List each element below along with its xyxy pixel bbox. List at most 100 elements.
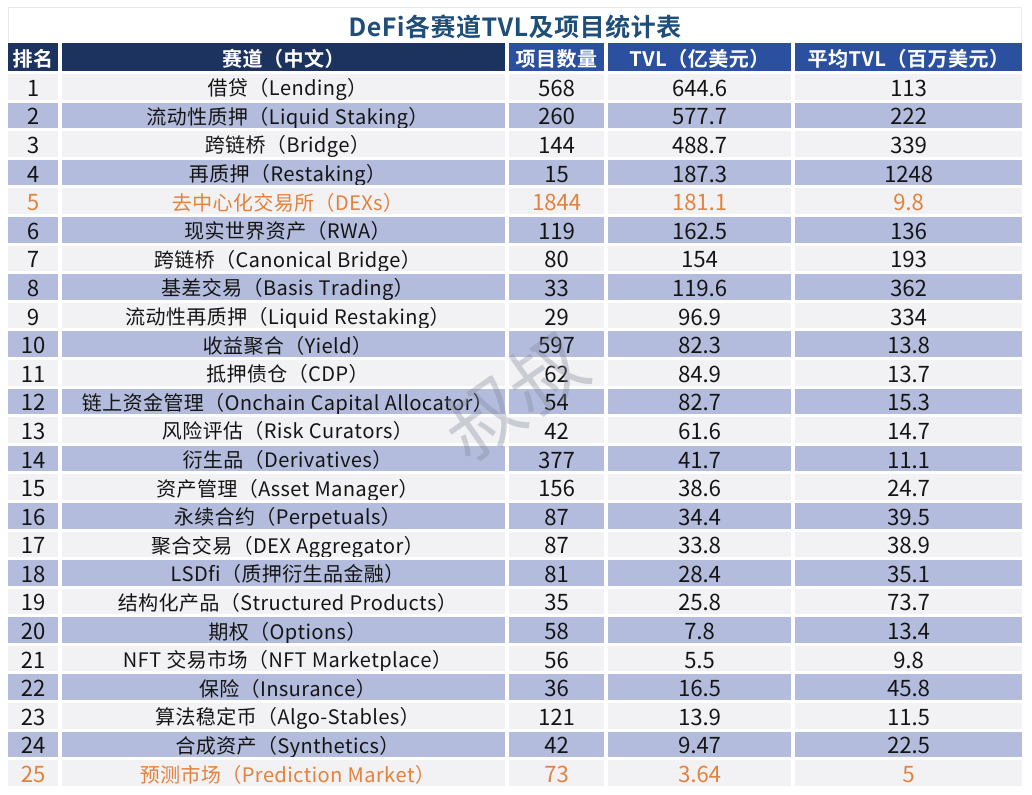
avg-tvl-cell[interactable]: 339 [795, 131, 1022, 157]
avg-tvl-cell[interactable]: 45.8 [795, 674, 1022, 701]
avg-tvl-cell[interactable]: 13.8 [795, 331, 1022, 357]
tvl-cell[interactable]: 187.3 [608, 159, 791, 186]
projects-cell[interactable]: 568 [509, 74, 604, 100]
track-cell[interactable]: 链上资金管理（Onchain Capital Allocator） [62, 388, 505, 415]
track-cell[interactable]: 永续合约（Perpetuals） [62, 502, 505, 529]
avg-tvl-cell[interactable]: 15.3 [795, 388, 1022, 415]
projects-cell[interactable]: 377 [509, 445, 604, 472]
track-cell[interactable]: 衍生品（Derivatives） [62, 445, 505, 472]
avg-tvl-cell[interactable]: 11.1 [795, 445, 1022, 472]
tvl-cell[interactable]: 119.6 [608, 274, 791, 300]
rank-cell[interactable]: 23 [8, 703, 58, 729]
projects-cell[interactable]: 1844 [509, 188, 604, 214]
column-header-projects[interactable]: 项目数量 [509, 43, 604, 72]
projects-cell[interactable]: 62 [509, 359, 604, 386]
avg-tvl-cell[interactable]: 136 [795, 216, 1022, 243]
tvl-cell[interactable]: 38.6 [608, 474, 791, 500]
track-cell[interactable]: 抵押债仓（CDP） [62, 359, 505, 386]
tvl-cell[interactable]: 181.1 [608, 188, 791, 214]
rank-cell[interactable]: 5 [8, 188, 58, 214]
track-cell[interactable]: 跨链桥（Canonical Bridge） [62, 245, 505, 272]
tvl-cell[interactable]: 7.8 [608, 617, 791, 643]
tvl-cell[interactable]: 84.9 [608, 359, 791, 386]
rank-cell[interactable]: 8 [8, 274, 58, 300]
track-cell[interactable]: 流动性再质押（Liquid Restaking） [62, 302, 505, 329]
column-header-tvl[interactable]: TVL（亿美元） [608, 43, 791, 72]
track-cell[interactable]: 基差交易（Basis Trading） [62, 274, 505, 300]
track-cell[interactable]: NFT 交易市场（NFT Marketplace） [62, 645, 505, 672]
projects-cell[interactable]: 260 [509, 102, 604, 129]
rank-cell[interactable]: 2 [8, 102, 58, 129]
avg-tvl-cell[interactable]: 9.8 [795, 645, 1022, 672]
tvl-cell[interactable]: 577.7 [608, 102, 791, 129]
projects-cell[interactable]: 80 [509, 245, 604, 272]
avg-tvl-cell[interactable]: 222 [795, 102, 1022, 129]
avg-tvl-cell[interactable]: 11.5 [795, 703, 1022, 729]
rank-cell[interactable]: 12 [8, 388, 58, 415]
rank-cell[interactable]: 7 [8, 245, 58, 272]
track-cell[interactable]: LSDfi（质押衍生品金融） [62, 560, 505, 586]
column-header-rank[interactable]: 排名 [8, 43, 58, 72]
rank-cell[interactable]: 10 [8, 331, 58, 357]
track-cell[interactable]: 流动性质押（Liquid Staking） [62, 102, 505, 129]
tvl-cell[interactable]: 25.8 [608, 588, 791, 615]
tvl-cell[interactable]: 82.7 [608, 388, 791, 415]
rank-cell[interactable]: 4 [8, 159, 58, 186]
tvl-cell[interactable]: 154 [608, 245, 791, 272]
rank-cell[interactable]: 14 [8, 445, 58, 472]
avg-tvl-cell[interactable]: 5 [795, 760, 1022, 786]
projects-cell[interactable]: 119 [509, 216, 604, 243]
track-cell[interactable]: 保险（Insurance） [62, 674, 505, 701]
track-cell[interactable]: 再质押（Restaking） [62, 159, 505, 186]
track-cell[interactable]: 期权（Options） [62, 617, 505, 643]
rank-cell[interactable]: 13 [8, 417, 58, 443]
projects-cell[interactable]: 42 [509, 417, 604, 443]
track-cell[interactable]: 去中心化交易所（DEXs） [62, 188, 505, 214]
tvl-cell[interactable]: 61.6 [608, 417, 791, 443]
avg-tvl-cell[interactable]: 39.5 [795, 502, 1022, 529]
track-cell[interactable]: 资产管理（Asset Manager） [62, 474, 505, 500]
tvl-cell[interactable]: 96.9 [608, 302, 791, 329]
rank-cell[interactable]: 17 [8, 531, 58, 558]
rank-cell[interactable]: 25 [8, 760, 58, 786]
rank-cell[interactable]: 21 [8, 645, 58, 672]
tvl-cell[interactable]: 41.7 [608, 445, 791, 472]
rank-cell[interactable]: 16 [8, 502, 58, 529]
projects-cell[interactable]: 29 [509, 302, 604, 329]
tvl-cell[interactable]: 28.4 [608, 560, 791, 586]
projects-cell[interactable]: 35 [509, 588, 604, 615]
track-cell[interactable]: 借贷（Lending） [62, 74, 505, 100]
track-cell[interactable]: 结构化产品（Structured Products） [62, 588, 505, 615]
rank-cell[interactable]: 15 [8, 474, 58, 500]
avg-tvl-cell[interactable]: 9.8 [795, 188, 1022, 214]
column-header-track[interactable]: 赛道（中文） [62, 43, 505, 72]
avg-tvl-cell[interactable]: 14.7 [795, 417, 1022, 443]
track-cell[interactable]: 收益聚合（Yield） [62, 331, 505, 357]
projects-cell[interactable]: 54 [509, 388, 604, 415]
tvl-cell[interactable]: 3.64 [608, 760, 791, 786]
rank-cell[interactable]: 9 [8, 302, 58, 329]
rank-cell[interactable]: 1 [8, 74, 58, 100]
column-header-avg-tvl[interactable]: 平均TVL（百万美元） [795, 43, 1022, 72]
rank-cell[interactable]: 20 [8, 617, 58, 643]
rank-cell[interactable]: 22 [8, 674, 58, 701]
tvl-cell[interactable]: 33.8 [608, 531, 791, 558]
rank-cell[interactable]: 24 [8, 731, 58, 758]
avg-tvl-cell[interactable]: 193 [795, 245, 1022, 272]
rank-cell[interactable]: 11 [8, 359, 58, 386]
tvl-cell[interactable]: 488.7 [608, 131, 791, 157]
tvl-cell[interactable]: 162.5 [608, 216, 791, 243]
avg-tvl-cell[interactable]: 13.7 [795, 359, 1022, 386]
tvl-cell[interactable]: 82.3 [608, 331, 791, 357]
track-cell[interactable]: 聚合交易（DEX Aggregator） [62, 531, 505, 558]
projects-cell[interactable]: 121 [509, 703, 604, 729]
track-cell[interactable]: 预测市场（Prediction Market） [62, 760, 505, 786]
avg-tvl-cell[interactable]: 362 [795, 274, 1022, 300]
projects-cell[interactable]: 36 [509, 674, 604, 701]
track-cell[interactable]: 现实世界资产（RWA） [62, 216, 505, 243]
projects-cell[interactable]: 42 [509, 731, 604, 758]
tvl-cell[interactable]: 13.9 [608, 703, 791, 729]
projects-cell[interactable]: 58 [509, 617, 604, 643]
avg-tvl-cell[interactable]: 38.9 [795, 531, 1022, 558]
avg-tvl-cell[interactable]: 334 [795, 302, 1022, 329]
